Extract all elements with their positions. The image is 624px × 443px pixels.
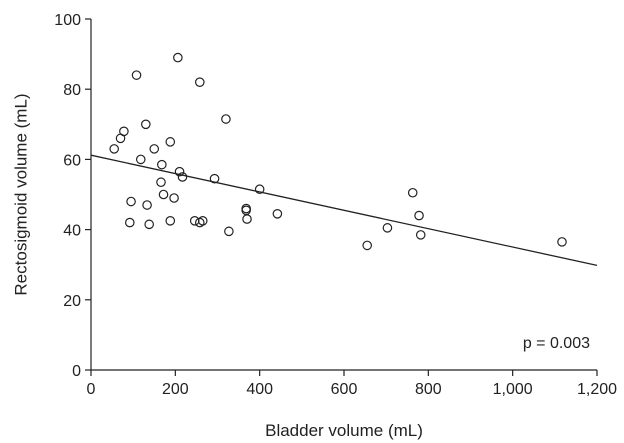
y-tick-label: 100 bbox=[54, 12, 81, 29]
data-point bbox=[158, 189, 169, 200]
data-point bbox=[135, 154, 146, 165]
x-tick-label: 0 bbox=[87, 381, 96, 398]
x-axis-label: Bladder volume (mL) bbox=[265, 421, 423, 440]
data-point bbox=[174, 166, 185, 177]
data-point bbox=[362, 240, 372, 251]
data-point bbox=[109, 144, 119, 154]
data-point bbox=[165, 216, 176, 226]
data-point bbox=[414, 210, 424, 221]
axis-ticks: 0 200 400 600 800 1,000 1,200 0 20 40 60 80 100 bbox=[54, 12, 617, 398]
data-point bbox=[415, 230, 426, 240]
data-point bbox=[149, 144, 160, 154]
data-point bbox=[221, 114, 231, 124]
y-tick-label: 60 bbox=[63, 152, 81, 169]
x-tick-label: 600 bbox=[331, 381, 358, 398]
data-point bbox=[142, 200, 152, 210]
data-point bbox=[165, 137, 176, 147]
data-point bbox=[189, 216, 200, 226]
data-point bbox=[144, 219, 154, 230]
data-point bbox=[131, 70, 142, 80]
data-point bbox=[272, 209, 283, 219]
x-tick-label: 1,000 bbox=[493, 381, 533, 398]
trend-line bbox=[90, 154, 598, 267]
axes bbox=[90, 19, 597, 371]
data-points bbox=[109, 52, 567, 251]
data-point bbox=[197, 216, 208, 226]
data-point bbox=[382, 223, 393, 233]
data-point bbox=[254, 184, 265, 195]
data-point bbox=[124, 217, 135, 228]
data-point bbox=[173, 52, 183, 63]
data-point bbox=[126, 196, 136, 207]
y-axis-label: Rectosigmoid volume (mL) bbox=[11, 93, 30, 295]
y-tick-label: 80 bbox=[63, 82, 81, 99]
y-tick-label: 20 bbox=[63, 293, 81, 310]
data-point bbox=[242, 214, 252, 224]
x-tick-label: 400 bbox=[246, 381, 273, 398]
data-point bbox=[194, 77, 205, 87]
x-tick-label: 200 bbox=[162, 381, 189, 398]
y-tick-label: 0 bbox=[72, 363, 81, 380]
y-tick-label: 40 bbox=[63, 223, 81, 240]
data-point bbox=[407, 187, 418, 198]
x-tick-label: 1,200 bbox=[577, 381, 617, 398]
trend-line-group bbox=[90, 154, 598, 267]
data-point bbox=[169, 193, 179, 203]
data-point bbox=[141, 119, 151, 130]
data-point bbox=[224, 226, 234, 237]
x-tick-label: 800 bbox=[415, 381, 442, 398]
data-point bbox=[157, 159, 167, 170]
data-point bbox=[119, 126, 129, 137]
data-point bbox=[156, 177, 166, 188]
data-point bbox=[177, 172, 188, 182]
data-point bbox=[209, 173, 220, 184]
data-point bbox=[557, 237, 567, 247]
p-value-annotation: p = 0.003 bbox=[523, 335, 590, 352]
